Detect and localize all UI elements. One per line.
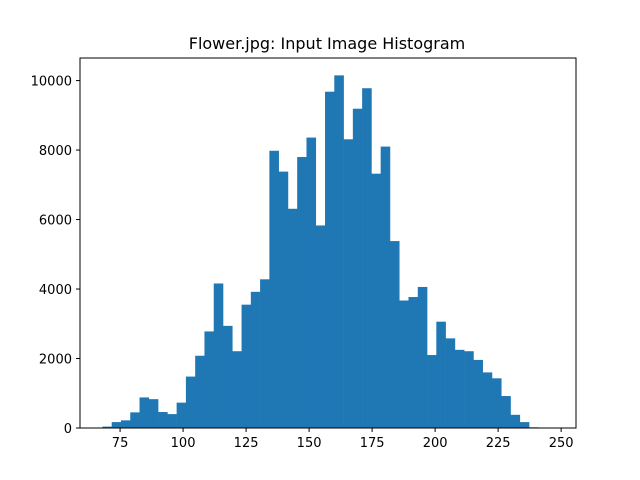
x-tick-label: 75 xyxy=(112,436,129,451)
x-tick-label: 100 xyxy=(171,436,196,451)
histogram-bar xyxy=(399,300,409,428)
histogram-bar xyxy=(371,173,381,428)
histogram-bar xyxy=(195,355,205,428)
histogram-bar xyxy=(102,426,112,428)
histogram-bar xyxy=(204,331,215,428)
histogram-bar xyxy=(306,137,317,428)
histogram-bar xyxy=(510,414,521,428)
y-tick-label: 4000 xyxy=(39,283,72,298)
histogram-bar xyxy=(519,422,530,428)
histogram-bar xyxy=(269,150,279,428)
y-tick-label: 8000 xyxy=(39,144,72,159)
histogram-bar xyxy=(473,359,483,428)
histogram-bar xyxy=(148,399,159,428)
histogram-bar xyxy=(417,286,428,428)
histogram-bar xyxy=(287,208,298,428)
histogram-bar xyxy=(111,422,122,428)
histogram-bar xyxy=(120,420,131,428)
histogram-bar xyxy=(185,376,196,428)
histogram-bar xyxy=(213,283,224,428)
histogram-bar xyxy=(445,338,456,428)
histogram-bar xyxy=(436,321,446,428)
histogram-bar xyxy=(176,402,187,428)
x-tick-label: 250 xyxy=(549,436,574,451)
histogram-bar xyxy=(158,412,168,428)
histogram-bar xyxy=(454,349,465,428)
histogram-bar xyxy=(260,279,270,428)
histogram-bar xyxy=(315,225,326,428)
y-tick-label: 6000 xyxy=(39,214,72,229)
histogram-bar xyxy=(352,108,363,428)
histogram-bar xyxy=(130,412,140,428)
x-tick-label: 125 xyxy=(234,436,259,451)
histogram-bar xyxy=(491,378,502,428)
x-tick-label: 150 xyxy=(297,436,322,451)
histogram-bar xyxy=(427,355,437,428)
y-axis-ticks: 0 2000 4000 6000 8000 10000 xyxy=(31,75,80,437)
histogram-bar xyxy=(223,325,233,428)
histogram-bar xyxy=(482,372,493,428)
histogram-bar xyxy=(334,75,344,429)
y-tick-label: 2000 xyxy=(39,353,72,368)
x-tick-label: 225 xyxy=(486,436,511,451)
histogram-bar xyxy=(139,397,150,428)
histogram-bar xyxy=(408,297,419,428)
histogram-bar xyxy=(167,414,177,428)
histogram-bar xyxy=(325,91,335,428)
histogram-bar xyxy=(501,396,511,428)
histogram-bar xyxy=(278,171,289,429)
histogram-bar xyxy=(250,291,261,428)
histogram-bar xyxy=(464,351,474,428)
plot-frame xyxy=(79,57,577,429)
x-tick-label: 200 xyxy=(423,436,448,451)
histogram-bar xyxy=(241,304,252,428)
x-tick-label: 175 xyxy=(360,436,385,451)
histogram-bar xyxy=(380,146,391,428)
histogram-bar xyxy=(362,88,372,428)
x-axis-ticks: 75 100 125 150 175 200 225 250 xyxy=(112,428,574,451)
y-tick-label: 0 xyxy=(64,422,72,437)
histogram-bar xyxy=(389,241,400,428)
chart-title: Flower.jpg: Input Image Histogram xyxy=(189,34,466,53)
histogram-bar xyxy=(343,139,354,429)
bars-group xyxy=(102,75,539,429)
y-tick-label: 10000 xyxy=(31,75,72,90)
histogram-bar xyxy=(297,157,307,428)
histogram-bar xyxy=(232,351,242,428)
